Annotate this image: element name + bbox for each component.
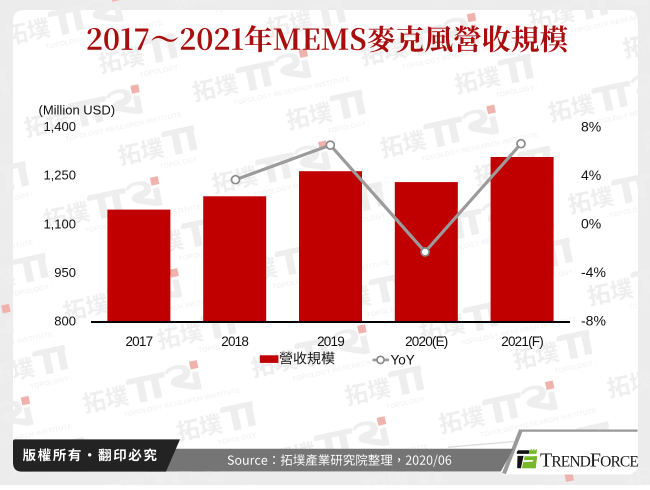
svg-text:1,250: 1,250 <box>43 168 76 183</box>
svg-text:YoY: YoY <box>391 353 415 368</box>
svg-text:-8%: -8% <box>581 313 606 329</box>
svg-text:950: 950 <box>54 265 76 280</box>
svg-text:2020(E): 2020(E) <box>405 334 448 349</box>
svg-text:(Million USD): (Million USD) <box>39 103 116 118</box>
svg-text:1,400: 1,400 <box>43 119 76 134</box>
svg-text:TRENDFORCE: TRENDFORCE <box>540 449 638 471</box>
svg-text:2017: 2017 <box>125 334 152 349</box>
svg-text:4%: 4% <box>581 167 601 183</box>
svg-text:0%: 0% <box>581 216 601 232</box>
svg-text:1,100: 1,100 <box>43 217 76 232</box>
svg-text:2018: 2018 <box>221 334 248 349</box>
svg-text:2019: 2019 <box>317 334 344 349</box>
svg-text:8%: 8% <box>581 118 601 134</box>
svg-text:800: 800 <box>54 313 76 328</box>
svg-text:-4%: -4% <box>581 264 606 280</box>
svg-text:2021(F): 2021(F) <box>501 334 543 349</box>
